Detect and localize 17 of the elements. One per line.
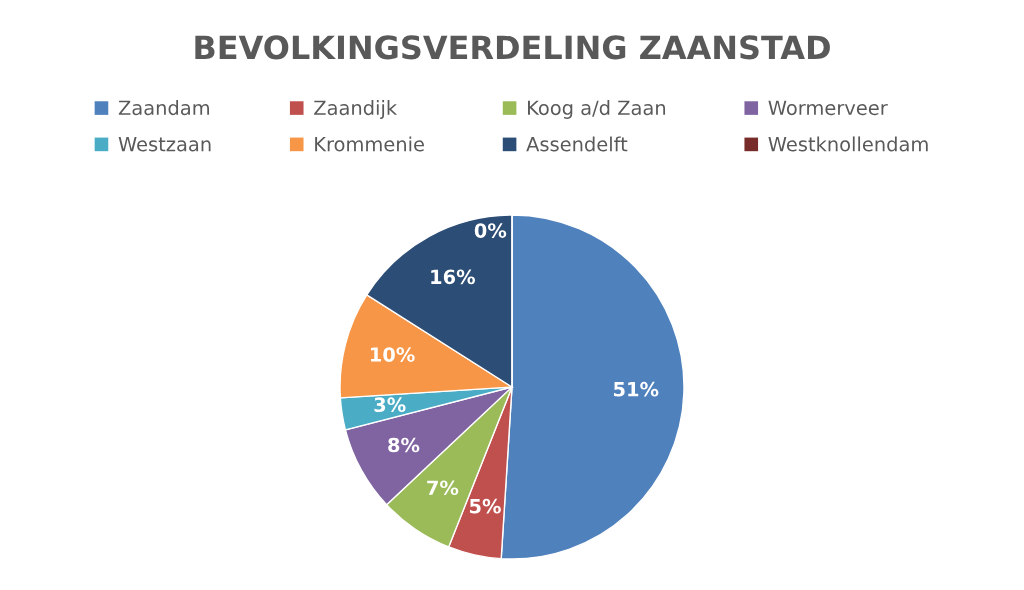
data-label: 5% [469, 498, 501, 514]
legend-label: Assendelft [526, 136, 628, 152]
data-label: 16% [431, 269, 475, 285]
legend-label: Krommenie [315, 136, 424, 152]
data-label: 8% [388, 437, 420, 453]
legend-label: Wormerveer [768, 100, 888, 116]
chart-title: BEVOLKINGSVERDELING ZAANSTAD [195, 35, 830, 60]
legend-label: Westknollendam [768, 136, 928, 152]
legend-label: Zaandijk [314, 100, 398, 119]
legend-label: Zaandam [118, 100, 210, 116]
legend-label: Koog a/d Zaan [528, 100, 666, 119]
data-label: 10% [370, 347, 415, 362]
data-label: 7% [427, 480, 459, 496]
data-label: 3% [374, 397, 406, 413]
data-label: 51% [614, 381, 659, 397]
text: 0% [474, 223, 507, 238]
legend-label: Westzaan [118, 137, 211, 152]
